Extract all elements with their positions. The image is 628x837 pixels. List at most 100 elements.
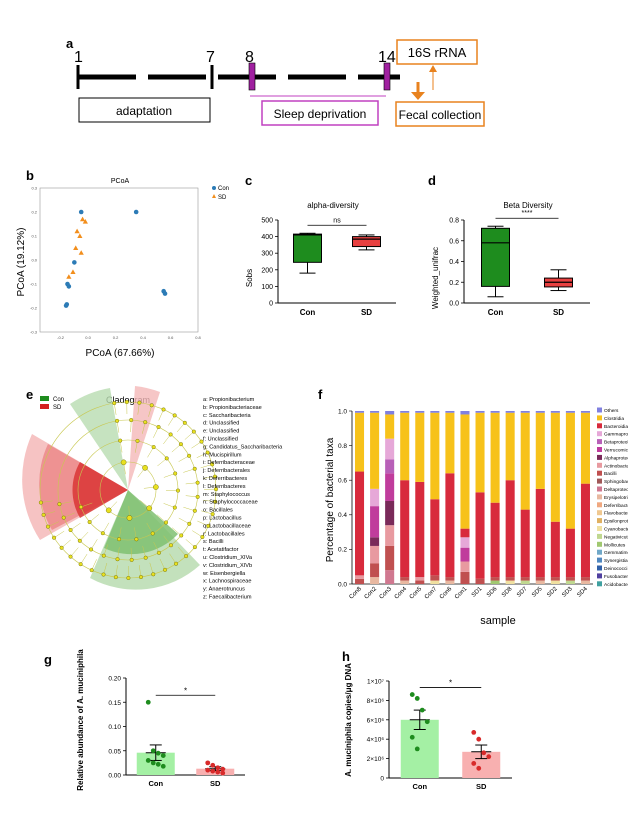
panel-f: f 0.0 0.2 0.4 0.6 0.8 1.0 Con8 Con2 Con3 Con4 Con5… xyxy=(318,387,628,627)
cladogram-node xyxy=(118,438,123,443)
cladogram-branch xyxy=(137,402,140,415)
cladogram-node xyxy=(168,432,173,437)
taxa-legend-label: Clostridia xyxy=(604,416,624,422)
taxa-segment xyxy=(370,563,380,578)
sleep-deprivation-box xyxy=(261,100,379,126)
beta-ytick: 0.6 xyxy=(449,238,459,245)
pcoa-point-sd xyxy=(66,274,72,279)
taxon-label: n: Staphylococcaceae xyxy=(203,500,258,506)
cladogram-branch xyxy=(47,521,60,527)
taxa-legend-swatch xyxy=(597,581,602,587)
cladogram-node xyxy=(212,474,217,479)
taxa-legend-swatch xyxy=(597,573,602,579)
taxa-legend-label: Verrucomicrobiae xyxy=(604,448,628,454)
cladogram-node xyxy=(68,528,73,533)
taxa-segment xyxy=(550,580,560,584)
taxa-segment xyxy=(475,411,485,413)
cladogram-legend-con: Con xyxy=(53,397,64,403)
alpha-box-sd xyxy=(352,236,381,248)
abundance-ytick: 0.10 xyxy=(108,724,121,731)
taxa-legend-swatch xyxy=(597,486,602,492)
panel-letter-e: e xyxy=(26,387,33,402)
taxa-segment xyxy=(385,414,395,439)
marker-day-14 xyxy=(383,62,391,91)
copies-ylabel: A. muciniphila copies/μg DNA xyxy=(344,663,353,777)
taxa-ytick: 0.8 xyxy=(338,443,347,450)
cladogram-node xyxy=(163,567,168,572)
cladogram-node xyxy=(68,554,73,559)
legend-sd-label: SD xyxy=(218,195,227,201)
taxa-segment xyxy=(385,570,395,584)
abundance-point xyxy=(215,769,221,775)
taxa-xtick: SD3 xyxy=(561,586,574,599)
taxon-label: j: Deferribacterales xyxy=(202,468,250,474)
legend-sd-swatch xyxy=(40,404,49,409)
taxa-segment xyxy=(550,577,560,581)
taxa-segment xyxy=(490,412,500,503)
adaptation-label: adaptation xyxy=(116,104,172,118)
taxa-legend-label: Alphaproteobacteria xyxy=(604,455,628,461)
taxa-legend-label: Bacteroidia xyxy=(604,424,628,430)
alpha-sig-label: ns xyxy=(333,217,341,224)
cladogram-node xyxy=(151,572,156,577)
alpha-ytick: 0 xyxy=(269,301,273,308)
taxa-segment xyxy=(520,509,530,578)
taxa-xtick: SD1 xyxy=(471,586,484,599)
copies-point xyxy=(424,719,430,725)
abundance-ytick: 0.20 xyxy=(108,676,121,683)
pcoa-xtick: -0.2 xyxy=(57,335,65,340)
cladogram-node xyxy=(101,553,106,558)
taxon-label: e: Unclassified xyxy=(203,429,239,435)
cladogram-node xyxy=(182,420,187,425)
panel-b: b PCoA -0.2 0.0 0.2 0.4 0.6 0.8 -0.3 -0.2 -0.1 0.… xyxy=(16,168,229,359)
taxa-segment xyxy=(460,537,470,548)
legend-con-swatch xyxy=(40,396,49,401)
cladogram-node xyxy=(213,499,218,504)
cladogram-node xyxy=(89,547,94,552)
beta-chart: 0.0 0.2 0.4 0.6 0.8 Con SD **** xyxy=(449,210,590,317)
pcoa-ylabel: PCoA (19.12%) xyxy=(16,228,27,297)
taxa-segment xyxy=(430,499,440,576)
alpha-xtick: Con xyxy=(300,308,316,317)
cladogram-node xyxy=(146,505,153,511)
taxa-legend-label: Negativicutes xyxy=(604,534,628,540)
taxa-segment xyxy=(505,577,515,581)
day-8-label: 8 xyxy=(245,49,254,66)
taxa-legend-swatch xyxy=(597,533,602,539)
cladogram-node xyxy=(77,538,82,543)
cladogram-branch xyxy=(102,522,110,534)
taxa-legend-label: Acidobacteria_Gp10 xyxy=(604,582,628,588)
taxa-segment xyxy=(490,580,500,584)
taxa-segment xyxy=(535,411,545,413)
taxa-legend-label: Sphingobacteriia xyxy=(604,479,628,485)
pcoa-point-con xyxy=(66,284,72,289)
adaptation-box xyxy=(78,97,211,123)
taxa-segment xyxy=(490,577,500,581)
cladogram-node xyxy=(137,400,142,405)
taxa-xtick: SD7 xyxy=(516,586,529,599)
fecal-collection-box xyxy=(395,101,485,127)
taxa-segment xyxy=(490,411,500,413)
copies-ytick: 6×10⁶ xyxy=(367,717,385,724)
taxa-segment xyxy=(520,580,530,584)
taxa-segment xyxy=(415,412,425,482)
cladogram-taxa-list: a: Propionibacterium b: Propionibacteriac… xyxy=(202,397,283,601)
legend-sd-marker xyxy=(212,194,216,198)
cladogram-node xyxy=(142,464,148,471)
taxa-legend-swatch xyxy=(597,526,602,531)
taxa-segment xyxy=(400,480,410,578)
cladogram-node xyxy=(192,466,197,471)
taxa-segment xyxy=(580,483,590,578)
alpha-ytick: 100 xyxy=(261,284,273,291)
taxa-segment xyxy=(415,481,425,578)
pcoa-xtick: 0.0 xyxy=(85,335,91,340)
cladogram-node xyxy=(178,442,183,447)
abundance-point xyxy=(160,763,166,769)
abundance-point xyxy=(205,767,211,773)
taxa-segment xyxy=(385,500,395,526)
taxon-label: i: Deferribacteraceae xyxy=(203,460,255,466)
taxa-legend-label: Gammaproteobacteria xyxy=(604,432,628,438)
pcoa-point-con xyxy=(72,260,77,265)
cladogram-node xyxy=(149,403,154,408)
copies-xtick: Con xyxy=(412,782,427,791)
